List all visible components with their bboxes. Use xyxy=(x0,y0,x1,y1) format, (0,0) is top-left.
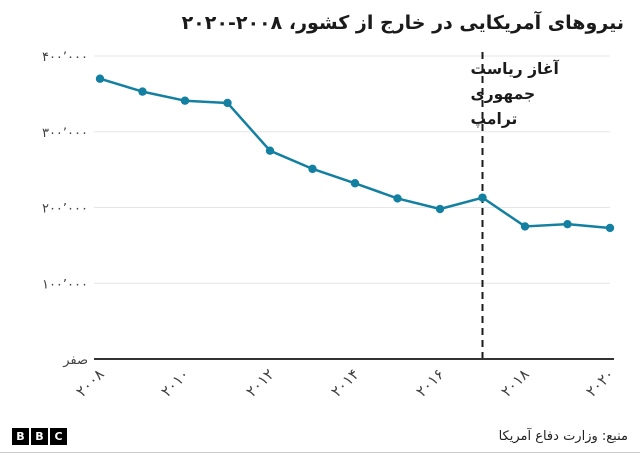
chart-area: صفر ۱۰۰٬۰۰۰ ۲۰۰٬۰۰۰ ۳۰۰٬۰۰۰ ۴۰۰٬۰۰۰ ۲۰۰۸ ۲۰۱۰ ۲… xyxy=(0,36,640,421)
bottom-divider xyxy=(0,452,640,453)
x-tick-label: ۲۰۱۲ xyxy=(242,365,278,401)
annotation-line: آغاز ریاست xyxy=(471,59,560,78)
data-point xyxy=(393,194,402,203)
data-point xyxy=(435,204,445,214)
data-point xyxy=(308,164,317,174)
data-point xyxy=(563,219,572,229)
source-attribution: منبع: وزارت دفاع آمریکا xyxy=(498,428,628,444)
chart-footer: B B C منبع: وزارت دفاع آمریکا xyxy=(0,421,640,451)
chart-header: نیروهای آمریکایی در خارج از کشور، ۲۰۰۸-۲… xyxy=(0,0,640,36)
bbc-logo-block-b2: B xyxy=(31,427,48,445)
x-tick-label: ۲۰۲۰ xyxy=(582,365,618,401)
chart-title: نیروهای آمریکایی در خارج از کشور، ۲۰۰۸-۲… xyxy=(181,12,624,34)
x-tick-label: ۲۰۱۶ xyxy=(412,365,448,401)
y-tick-label: ۴۰۰٬۰۰۰ xyxy=(42,50,88,65)
data-point xyxy=(180,96,190,105)
annotation-line: جمهوری xyxy=(471,85,536,103)
data-point xyxy=(478,193,487,202)
bbc-logo-block-b1: B xyxy=(12,427,29,445)
data-point xyxy=(95,74,105,83)
data-point xyxy=(605,223,615,233)
data-point xyxy=(138,87,147,96)
x-tick-label: ۲۰۰۸ xyxy=(72,365,108,401)
data-point xyxy=(350,179,360,188)
x-tick-label: ۲۰۱۴ xyxy=(327,365,363,401)
y-tick-label: ۳۰۰٬۰۰۰ xyxy=(42,126,88,141)
troops-line-chart: صفر ۱۰۰٬۰۰۰ ۲۰۰٬۰۰۰ ۳۰۰٬۰۰۰ ۴۰۰٬۰۰۰ ۲۰۰۸ ۲۰۱۰ ۲… xyxy=(42,50,618,401)
y-tick-label: ۲۰۰٬۰۰۰ xyxy=(42,202,88,217)
x-tick-label: ۲۰۱۰ xyxy=(157,365,193,401)
annotation-line: ترامپ xyxy=(471,110,518,129)
data-point xyxy=(265,146,275,155)
bbc-logo: B B C xyxy=(12,427,67,445)
bbc-logo-block-c: C xyxy=(50,427,67,445)
data-point xyxy=(520,222,530,231)
y-tick-label: ۱۰۰٬۰۰۰ xyxy=(42,277,88,292)
y-tick-label: صفر xyxy=(62,353,88,368)
x-tick-label: ۲۰۱۸ xyxy=(497,365,533,401)
data-point xyxy=(223,98,232,108)
